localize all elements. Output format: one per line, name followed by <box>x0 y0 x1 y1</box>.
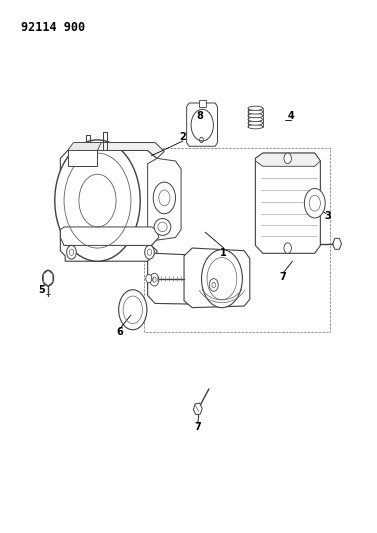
Polygon shape <box>187 103 218 146</box>
Text: 7: 7 <box>195 422 201 432</box>
Circle shape <box>150 273 159 286</box>
Polygon shape <box>255 153 320 166</box>
Polygon shape <box>68 142 164 158</box>
Ellipse shape <box>248 110 263 114</box>
Circle shape <box>209 279 218 292</box>
Text: 1: 1 <box>221 248 227 259</box>
Polygon shape <box>68 150 98 166</box>
Circle shape <box>55 140 140 261</box>
Text: 6: 6 <box>116 327 123 337</box>
Ellipse shape <box>248 121 263 125</box>
Polygon shape <box>148 158 181 240</box>
Polygon shape <box>68 142 101 150</box>
Ellipse shape <box>248 106 263 110</box>
Text: 3: 3 <box>325 212 331 221</box>
Ellipse shape <box>248 117 263 122</box>
Text: 92114 900: 92114 900 <box>21 21 86 34</box>
Circle shape <box>284 153 291 164</box>
Circle shape <box>43 270 54 286</box>
Circle shape <box>67 245 76 259</box>
Circle shape <box>153 182 176 214</box>
Polygon shape <box>199 100 206 107</box>
Polygon shape <box>255 153 320 253</box>
Text: 2: 2 <box>179 132 186 142</box>
Polygon shape <box>193 403 202 415</box>
Polygon shape <box>148 253 220 304</box>
Ellipse shape <box>154 219 171 236</box>
Polygon shape <box>60 227 159 245</box>
Polygon shape <box>60 150 159 245</box>
Circle shape <box>284 243 291 253</box>
Circle shape <box>304 189 325 218</box>
Text: 8: 8 <box>196 111 203 121</box>
Circle shape <box>201 249 242 308</box>
Polygon shape <box>333 238 342 249</box>
Ellipse shape <box>248 114 263 118</box>
Circle shape <box>146 274 152 283</box>
Polygon shape <box>184 248 250 308</box>
Text: 5: 5 <box>38 285 45 295</box>
Circle shape <box>119 290 147 330</box>
Text: 7: 7 <box>280 272 287 282</box>
Polygon shape <box>43 270 53 286</box>
Text: 4: 4 <box>287 111 294 121</box>
Polygon shape <box>60 238 157 261</box>
Circle shape <box>145 245 154 259</box>
Circle shape <box>191 109 213 141</box>
Ellipse shape <box>248 125 263 129</box>
